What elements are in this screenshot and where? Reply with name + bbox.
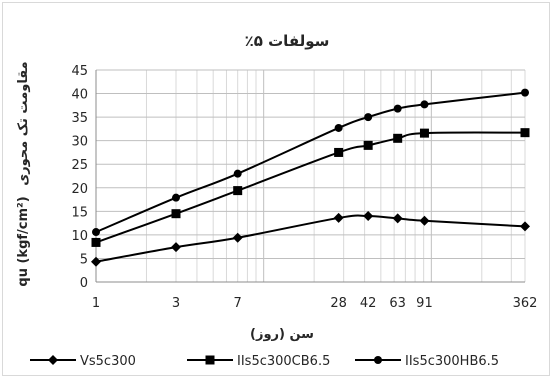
x-tick-label: 42 (360, 296, 377, 311)
data-point (170, 242, 181, 253)
data-point (334, 147, 344, 157)
data-point (91, 256, 101, 267)
data-point (419, 215, 430, 226)
y-tick-label: 30 (71, 135, 88, 150)
series-line-1 (95, 214, 526, 263)
tick-labels: 0 5 10 15 20 25 30 35 40 45 1 3 7 28 42 63 91 362 (71, 64, 537, 311)
legend-item: IIs5c300HB6.5 (355, 354, 499, 369)
y-axis-label-latin: qu (kgf/cm²) (16, 196, 31, 286)
svg-text:qu (kgf/cm²) مقاومت تک م: qu (kgf/cm²) مقاومت تک محوری (16, 61, 31, 286)
data-point (232, 232, 243, 243)
x-tick-label: 7 (234, 296, 242, 311)
series-group (91, 88, 530, 267)
legend-item: Vs5c300 (30, 354, 136, 369)
legend-label: IIs5c300HB6.5 (405, 354, 499, 369)
data-point (521, 88, 529, 97)
data-point (520, 128, 530, 138)
data-point (171, 193, 180, 202)
data-point (233, 186, 243, 196)
data-point (364, 113, 373, 122)
legend-marker (374, 356, 382, 364)
data-point (363, 211, 374, 222)
y-axis-label-persian: مقاومت تک محوری (16, 61, 31, 185)
y-tick-label: 15 (71, 205, 88, 220)
x-tick-label: 3 (172, 296, 180, 311)
data-point (333, 212, 344, 223)
data-point (334, 123, 343, 132)
data-point (363, 140, 373, 150)
minor-gridlines (145, 70, 526, 282)
data-point (393, 104, 402, 113)
y-tick-label: 25 (71, 158, 88, 173)
data-point (92, 228, 100, 237)
y-tick-label: 35 (71, 111, 88, 126)
x-tick-label: 28 (330, 296, 347, 311)
legend-marker (205, 355, 215, 365)
x-tick-label: 362 (513, 296, 538, 311)
y-tick-label: 45 (71, 64, 88, 79)
chart-title: سولفات ۵٪ (245, 32, 330, 50)
y-tick-label: 5 (80, 252, 88, 267)
x-tick-label: 91 (416, 296, 433, 311)
legend-label: IIs5c300CB6.5 (237, 354, 330, 369)
y-axis-label: qu (kgf/cm²) مقاومت تک محوری (16, 61, 31, 286)
y-tick-label: 0 (80, 276, 88, 291)
y-tick-label: 20 (71, 182, 88, 197)
data-point (393, 133, 403, 143)
data-point (392, 213, 403, 224)
x-axis-label: سن (روز) (250, 327, 314, 342)
data-point (520, 221, 530, 232)
data-point (419, 128, 429, 138)
y-tick-label: 10 (71, 229, 88, 244)
data-point (420, 100, 429, 109)
legend-marker (48, 355, 58, 365)
x-tick-label: 63 (389, 296, 406, 311)
legend-label: Vs5c300 (80, 354, 136, 369)
chart-frame (2, 2, 550, 376)
legend: Vs5c300 IIs5c300CB6.5 IIs5c300HB6.5 (30, 354, 499, 369)
data-point (233, 169, 242, 178)
data-point (171, 209, 181, 219)
data-point (91, 237, 101, 247)
y-tick-label: 40 (71, 88, 88, 103)
x-tick-label: 1 (92, 296, 100, 311)
legend-item: IIs5c300CB6.5 (187, 354, 330, 369)
